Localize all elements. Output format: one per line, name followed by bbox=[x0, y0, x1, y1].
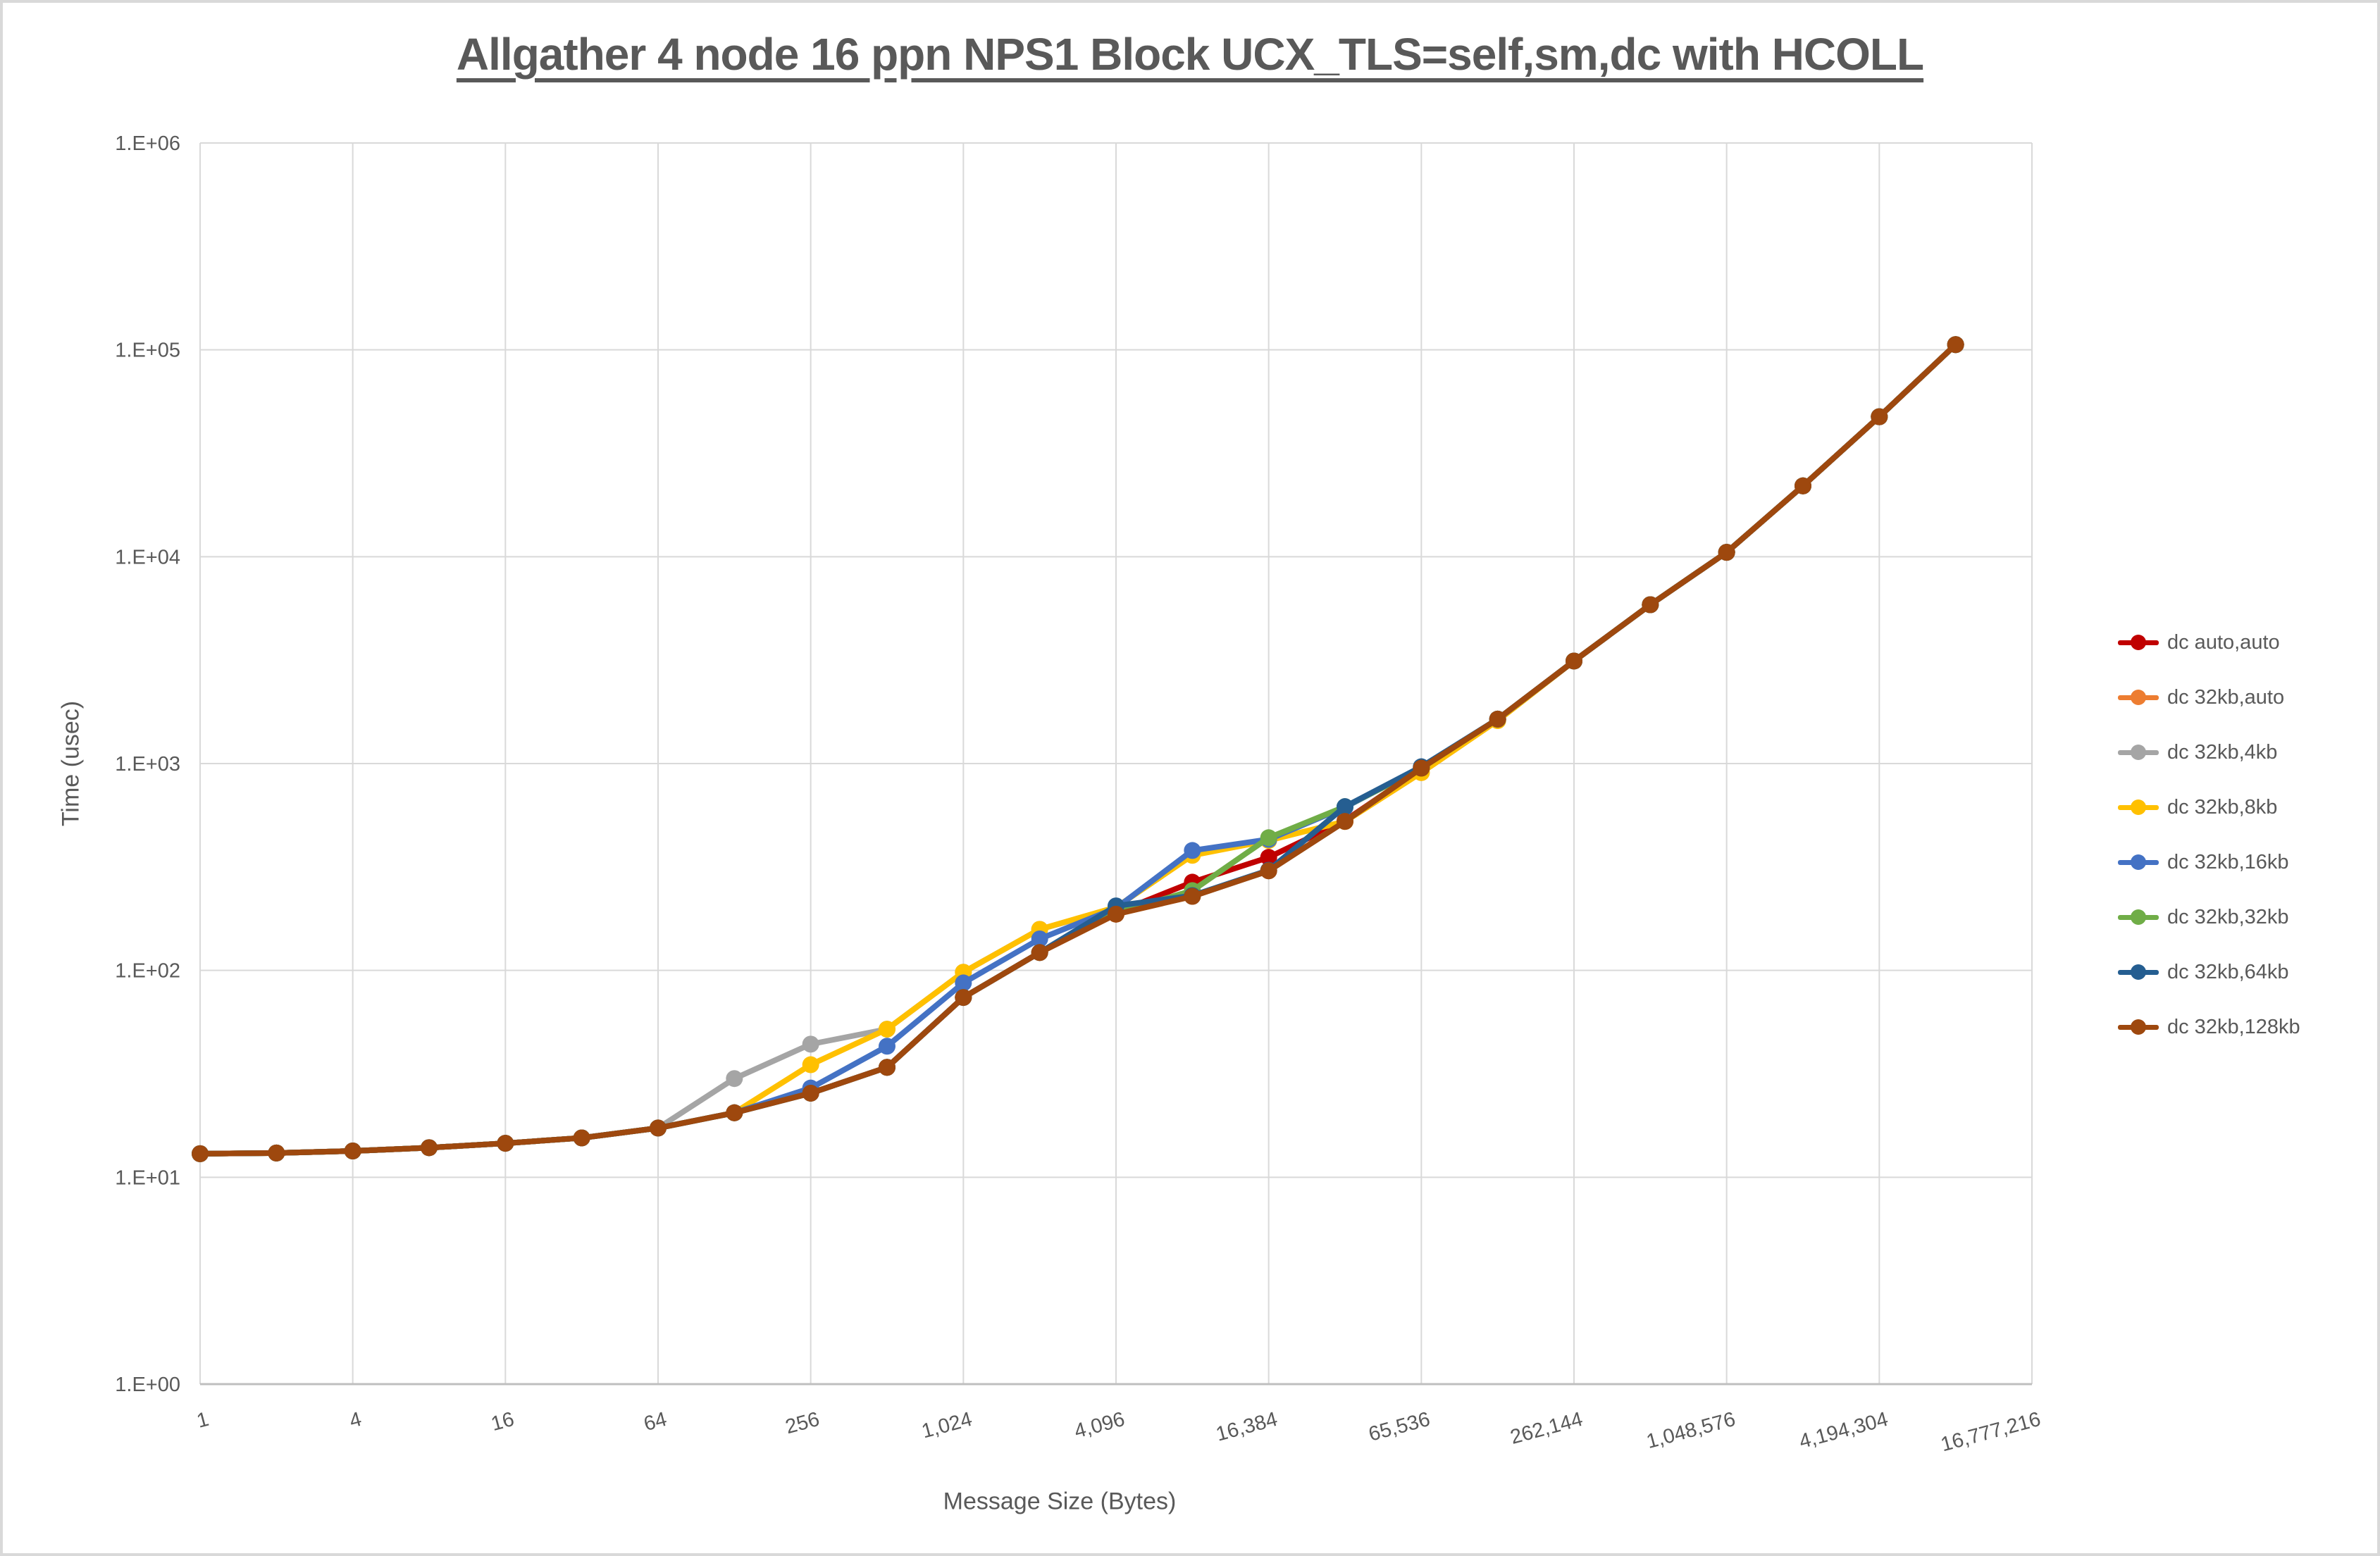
series-line-3 bbox=[197, 342, 1959, 1157]
series-marker-7 bbox=[1108, 905, 1124, 923]
series-marker-7 bbox=[1413, 759, 1430, 777]
legend-swatch-icon bbox=[2118, 909, 2159, 926]
series-marker-7 bbox=[1260, 862, 1277, 880]
series-line-1 bbox=[197, 342, 1959, 1157]
legend: dc auto,auto dc 32kb,auto dc 32kb,4kb dc 32… bbox=[2118, 615, 2300, 1054]
series-marker-6 bbox=[1337, 798, 1353, 816]
x-tick-label: 256 bbox=[783, 1408, 822, 1438]
series-marker-4 bbox=[879, 1038, 895, 1055]
legend-item-6: dc 32kb,64kb bbox=[2118, 945, 2300, 1000]
legend-swatch-icon bbox=[2118, 964, 2159, 981]
legend-item-1: dc 32kb,auto bbox=[2118, 670, 2300, 725]
legend-item-3: dc 32kb,8kb bbox=[2118, 780, 2300, 835]
legend-item-5: dc 32kb,32kb bbox=[2118, 890, 2300, 945]
legend-item-2: dc 32kb,4kb bbox=[2118, 725, 2300, 780]
legend-item-7: dc 32kb,128kb bbox=[2118, 1000, 2300, 1054]
x-tick-label: 16,777,216 bbox=[1938, 1408, 2043, 1456]
x-tick-label: 64 bbox=[641, 1408, 669, 1436]
chart-title: Allgather 4 node 16 ppn NPS1 Block UCX_T… bbox=[456, 29, 1924, 80]
y-tick-label: 1.E+04 bbox=[115, 546, 180, 568]
series-line-4 bbox=[197, 342, 1959, 1157]
y-tick-label: 1.E+03 bbox=[115, 753, 180, 776]
y-axis-title: Time (usec) bbox=[57, 700, 85, 827]
legend-label: dc 32kb,32kb bbox=[2167, 905, 2289, 928]
series-marker-7 bbox=[1184, 888, 1201, 905]
y-tick-label: 1.E+00 bbox=[115, 1374, 180, 1396]
series-marker-7 bbox=[1642, 596, 1659, 614]
x-tick-label: 4,096 bbox=[1072, 1408, 1127, 1443]
x-tick-label: 1,048,576 bbox=[1644, 1408, 1738, 1453]
legend-swatch-icon bbox=[2118, 689, 2159, 706]
series-marker-7 bbox=[421, 1139, 438, 1157]
legend-item-4: dc 32kb,16kb bbox=[2118, 835, 2300, 890]
series-marker-7 bbox=[802, 1084, 819, 1102]
legend-label: dc 32kb,8kb bbox=[2167, 795, 2278, 819]
legend-swatch-icon bbox=[2118, 634, 2159, 651]
legend-swatch-icon bbox=[2118, 744, 2159, 761]
legend-label: dc 32kb,128kb bbox=[2167, 1015, 2300, 1038]
series-marker-0 bbox=[1260, 849, 1277, 866]
legend-item-0: dc auto,auto bbox=[2118, 615, 2300, 670]
series-marker-7 bbox=[192, 1145, 209, 1162]
series-marker-7 bbox=[1718, 544, 1735, 561]
legend-swatch-icon bbox=[2118, 1019, 2159, 1035]
x-tick-label: 262,144 bbox=[1508, 1408, 1585, 1449]
x-axis-title: Message Size (Bytes) bbox=[943, 1488, 1177, 1515]
series-marker-3 bbox=[879, 1021, 895, 1038]
series-line-5 bbox=[197, 342, 1959, 1157]
series-marker-7 bbox=[573, 1129, 590, 1147]
series-marker-7 bbox=[955, 989, 972, 1007]
series-marker-7 bbox=[268, 1144, 285, 1162]
series-marker-2 bbox=[726, 1070, 743, 1088]
x-tick-label: 4 bbox=[347, 1408, 364, 1433]
legend-label: dc 32kb,4kb bbox=[2167, 740, 2278, 764]
x-tick-label: 65,536 bbox=[1366, 1408, 1432, 1446]
x-tick-label: 16 bbox=[489, 1408, 516, 1436]
series-marker-2 bbox=[802, 1035, 819, 1053]
series-marker-7 bbox=[650, 1119, 667, 1137]
series-marker-7 bbox=[1337, 813, 1353, 830]
series-marker-5 bbox=[1260, 829, 1277, 847]
y-tick-label: 1.E+05 bbox=[115, 340, 180, 362]
series-marker-7 bbox=[497, 1135, 514, 1152]
series-marker-7 bbox=[1566, 652, 1582, 670]
series-marker-7 bbox=[879, 1059, 895, 1076]
series-marker-7 bbox=[344, 1143, 361, 1160]
series-marker-4 bbox=[955, 974, 972, 992]
y-tick-label: 1.E+01 bbox=[115, 1166, 180, 1189]
series-marker-7 bbox=[1489, 710, 1506, 728]
y-tick-label: 1.E+02 bbox=[115, 960, 180, 983]
plot-area: 1.E+00 1.E+01 1.E+02 1.E+03 1.E+04 1.E+05 1.E+… bbox=[115, 132, 2043, 1456]
series-marker-7 bbox=[1871, 408, 1888, 425]
legend-swatch-icon bbox=[2118, 854, 2159, 871]
series-marker-3 bbox=[802, 1056, 819, 1073]
series-marker-7 bbox=[1031, 944, 1048, 961]
legend-swatch-icon bbox=[2118, 799, 2159, 816]
y-tick-label: 1.E+06 bbox=[115, 132, 180, 155]
series-line-7 bbox=[197, 342, 1959, 1157]
series-marker-7 bbox=[1947, 336, 1964, 354]
legend-label: dc 32kb,16kb bbox=[2167, 850, 2289, 873]
series-marker-4 bbox=[1184, 842, 1201, 859]
series-line-0 bbox=[197, 342, 1959, 1157]
series-marker-7 bbox=[1795, 477, 1811, 494]
x-tick-label: 1 bbox=[194, 1408, 211, 1433]
legend-label: dc 32kb,64kb bbox=[2167, 960, 2289, 983]
x-tick-label: 1,024 bbox=[919, 1408, 974, 1443]
series-marker-7 bbox=[726, 1104, 743, 1121]
x-tick-label: 16,384 bbox=[1214, 1408, 1280, 1446]
series-line-6 bbox=[197, 342, 1959, 1157]
x-tick-label: 4,194,304 bbox=[1797, 1408, 1890, 1453]
series-marker-4 bbox=[1031, 930, 1048, 947]
legend-label: dc auto,auto bbox=[2167, 630, 2280, 654]
legend-label: dc 32kb,auto bbox=[2167, 685, 2285, 709]
series-line-2 bbox=[197, 342, 1959, 1157]
